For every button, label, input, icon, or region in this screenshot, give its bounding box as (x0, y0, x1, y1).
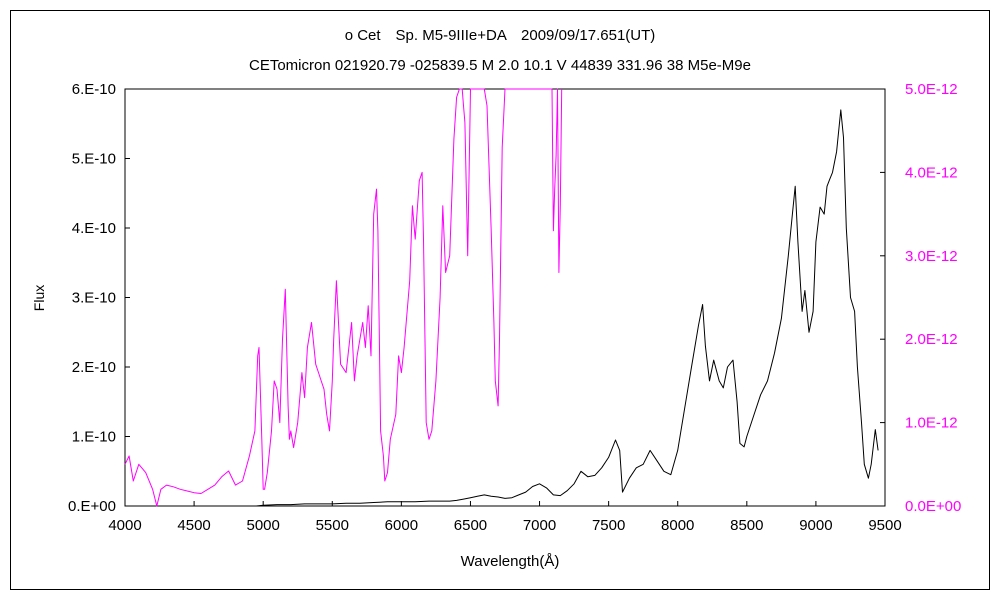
x-tick-label: 7000 (523, 517, 556, 534)
y2-tick-label: 5.0E-12 (905, 81, 958, 98)
x-tick-label: 7500 (592, 517, 625, 534)
y-tick-label: 3.E-10 (72, 290, 116, 307)
y-tick-label: 6.E-10 (72, 81, 116, 98)
x-axis-label: Wavelength(Å) (461, 553, 560, 570)
x-tick-label: 4500 (177, 517, 210, 534)
x-tick-label: 6000 (385, 517, 418, 534)
x-tick-label: 5500 (316, 517, 349, 534)
chart-subtitle: CETomicron 021920.79 -025839.5 M 2.0 10.… (249, 57, 751, 74)
magenta-spectrum-line (124, 88, 563, 507)
x-tick-label: 6500 (454, 517, 487, 534)
x-tick-label: 8000 (661, 517, 694, 534)
y-tick-label: 5.E-10 (72, 151, 116, 168)
chart-title: o Cet Sp. M5-9IIIe+DA 2009/09/17.651(UT) (345, 27, 656, 44)
y2-tick-label: 1.0E-12 (905, 415, 958, 432)
y-tick-label: 1.E-10 (72, 429, 116, 446)
y-axis-left: 0.E+00 1.E-10 2.E-10 3.E-10 4.E-10 5.E-10 6.E-… (68, 81, 130, 515)
x-tick-label: 9500 (868, 517, 901, 534)
y-axis-label: Flux (31, 285, 47, 311)
black-spectrum-line (256, 109, 879, 507)
x-tick-label: 5000 (246, 517, 279, 534)
y-tick-label: 0.E+00 (68, 498, 116, 515)
x-tick-label: 9000 (799, 517, 832, 534)
y2-tick-label: 3.0E-12 (905, 248, 958, 265)
y2-tick-label: 2.0E-12 (905, 331, 958, 348)
x-tick-label: 4000 (108, 517, 141, 534)
y2-tick-label: 0.0E+00 (905, 498, 961, 515)
y-tick-label: 4.E-10 (72, 220, 116, 237)
x-axis: 4000 4500 5000 5500 6000 6500 7000 7500 8000 8500… (108, 501, 902, 534)
x-tick-label: 8500 (730, 517, 763, 534)
y-tick-label: 2.E-10 (72, 359, 116, 376)
y-axis-right: 0.0E+00 1.0E-12 2.0E-12 3.0E-12 4.0E-12 5.0E-… (880, 81, 961, 515)
series-layer (124, 88, 879, 507)
y2-tick-label: 4.0E-12 (905, 164, 958, 181)
